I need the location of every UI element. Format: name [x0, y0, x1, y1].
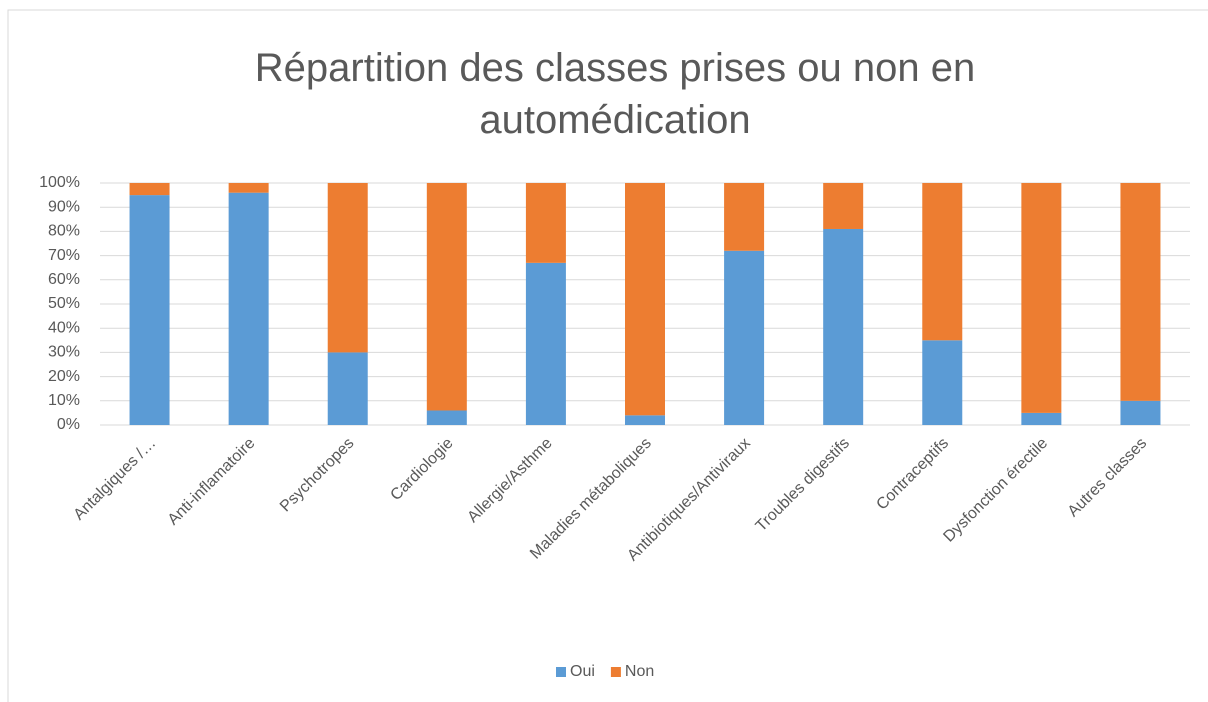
- bar-segment: [1120, 400, 1161, 425]
- y-tick-label: 90%: [48, 198, 80, 215]
- bar-segment: [426, 183, 467, 411]
- bar-segment: [525, 262, 566, 425]
- bar-segment: [724, 250, 765, 425]
- bar-segment: [327, 352, 368, 425]
- x-tick-label: Dysfonction érectile: [940, 435, 1051, 546]
- x-tick-label: Antalgiques /…: [71, 435, 160, 524]
- x-tick-label: Allergie/Asthme: [464, 435, 555, 526]
- chart-border: [7, 9, 1208, 702]
- y-tick-label: 60%: [48, 271, 80, 288]
- bar-segment: [228, 192, 269, 425]
- bar-segment: [922, 340, 963, 425]
- x-tick-label: Anti-inflamatoire: [165, 435, 259, 529]
- bar-segment: [823, 228, 864, 425]
- y-tick-label: 50%: [48, 295, 80, 312]
- bar-segment: [1120, 183, 1161, 401]
- bar-segment: [327, 183, 368, 353]
- legend-label: Oui: [570, 663, 595, 680]
- bar-segment: [625, 415, 665, 425]
- bar-segment: [129, 183, 170, 196]
- bar-segment: [1021, 183, 1062, 413]
- y-tick-label: 0%: [57, 416, 80, 433]
- bar-segment: [1021, 412, 1062, 425]
- y-tick-label: 10%: [48, 392, 80, 409]
- bar-segment: [625, 183, 665, 416]
- x-tick-label: Autres classes: [1065, 435, 1151, 521]
- y-tick-label: 70%: [48, 247, 80, 264]
- x-tick-label: Contraceptifs: [873, 435, 952, 514]
- y-tick-label: 30%: [48, 344, 80, 361]
- legend-label: Non: [625, 663, 654, 680]
- bar-segment: [724, 183, 765, 251]
- y-tick-label: 40%: [48, 319, 80, 336]
- bar-segment: [525, 183, 566, 263]
- y-tick-label: 100%: [39, 174, 80, 191]
- x-tick-label: Psychotropes: [277, 435, 358, 516]
- y-tick-label: 20%: [48, 368, 80, 385]
- bar-segment: [823, 183, 864, 229]
- legend-swatch: [610, 667, 621, 677]
- y-tick-label: 80%: [48, 223, 80, 240]
- legend-swatch: [556, 667, 566, 677]
- x-tick-label: Troubles digestifs: [753, 435, 853, 535]
- chart-title: Répartition des classes prises ou non en…: [254, 46, 976, 142]
- bar-segment: [129, 195, 170, 425]
- bar-segment: [922, 183, 963, 341]
- x-tick-label: Cardiologie: [387, 435, 456, 504]
- bar-segment: [426, 410, 467, 425]
- bar-segment: [228, 183, 269, 193]
